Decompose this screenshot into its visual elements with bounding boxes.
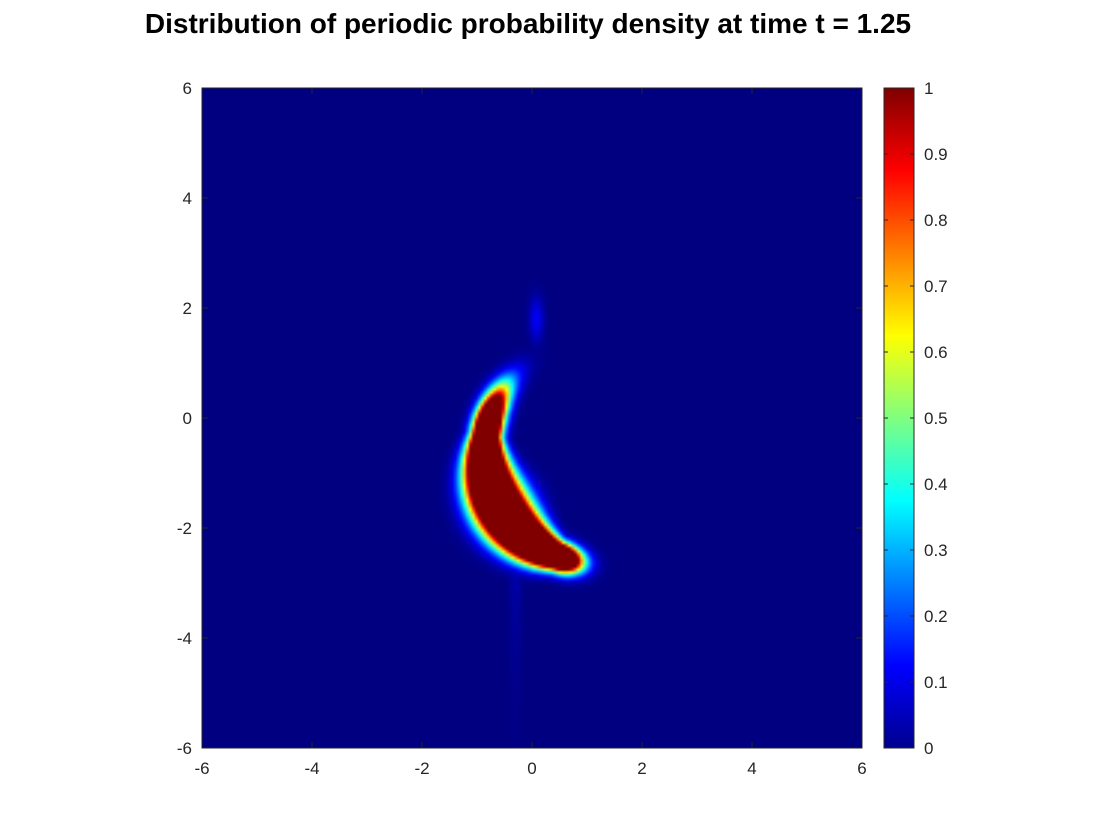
x-tick-label: 6 [857, 759, 866, 778]
x-tick-label: 4 [747, 759, 756, 778]
y-tick-label: -2 [177, 519, 192, 538]
x-tick-label: 2 [637, 759, 646, 778]
x-tick-label: -2 [414, 759, 429, 778]
heatmap-image [202, 88, 862, 748]
x-tick-label: -4 [304, 759, 319, 778]
colorbar-tick-label: 0.5 [924, 409, 948, 428]
colorbar-tick-label: 0.8 [924, 211, 948, 230]
x-tick-label: -6 [194, 759, 209, 778]
y-tick-label: 0 [183, 409, 192, 428]
colorbar-tick-label: 0 [924, 739, 933, 758]
colorbar-tick-label: 0.1 [924, 673, 948, 692]
colorbar-tick-label: 0.2 [924, 607, 948, 626]
y-tick-label: -6 [177, 739, 192, 758]
y-tick-label: 2 [183, 299, 192, 318]
colorbar-tick-label: 0.3 [924, 541, 948, 560]
colorbar-tick-label: 0.6 [924, 343, 948, 362]
colorbar-tick-label: 0.7 [924, 277, 948, 296]
chart-title: Distribution of periodic probability den… [144, 8, 912, 39]
colorbar [883, 87, 915, 749]
colorbar-tick-label: 0.9 [924, 145, 948, 164]
colorbar-tick-label: 1 [924, 79, 933, 98]
y-tick-label: 6 [183, 79, 192, 98]
y-tick-label: -4 [177, 629, 192, 648]
x-axis: -6 -4 -2 0 2 4 6 [194, 88, 867, 778]
colorbar-axis: 1 0.9 0.8 0.7 0.6 0.5 0.4 0.3 0.2 0.1 0 [884, 79, 948, 758]
x-tick-label: 0 [527, 759, 536, 778]
colorbar-tick-label: 0.4 [924, 475, 948, 494]
y-axis: 6 4 2 0 -2 -4 -6 [177, 79, 862, 758]
y-tick-label: 4 [183, 189, 192, 208]
